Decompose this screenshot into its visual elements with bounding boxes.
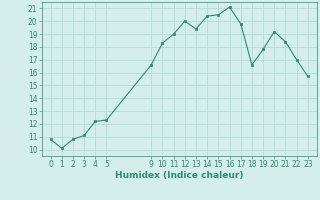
X-axis label: Humidex (Indice chaleur): Humidex (Indice chaleur) [115,171,244,180]
